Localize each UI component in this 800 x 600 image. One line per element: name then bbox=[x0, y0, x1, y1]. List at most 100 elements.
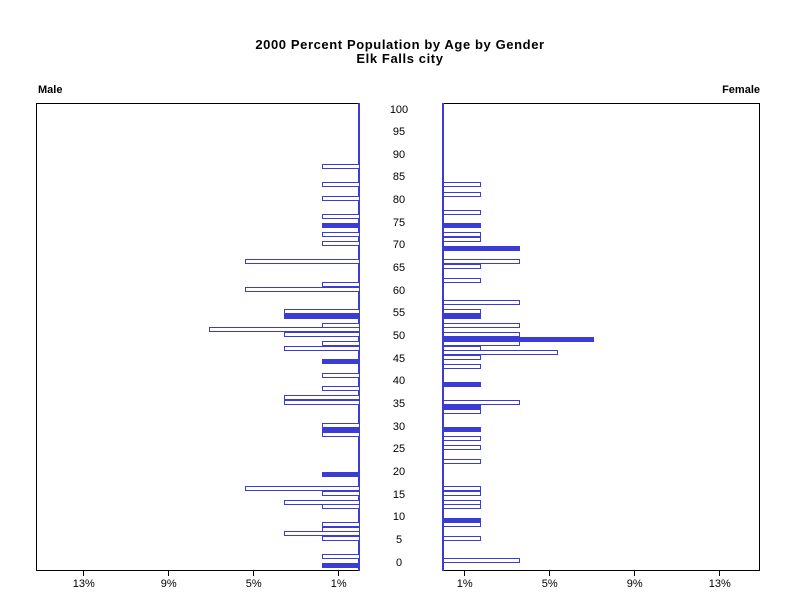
male-percent-tick bbox=[168, 570, 170, 576]
female-axis-label: Female bbox=[722, 84, 760, 96]
bar-male-age-55 bbox=[283, 313, 360, 319]
bar-male-age-52 bbox=[209, 327, 360, 333]
bar-female-age-35 bbox=[443, 404, 482, 410]
bar-female-age-63 bbox=[443, 277, 482, 283]
bar-female-age-14 bbox=[443, 499, 482, 505]
male-percent-tick-label: 1% bbox=[330, 578, 347, 590]
age-tick-label: 60 bbox=[392, 284, 406, 297]
male-age-axis-line bbox=[358, 103, 360, 571]
chart-title: 2000 Percent Population by Age by Gender bbox=[255, 37, 545, 52]
bar-male-age-37 bbox=[283, 395, 360, 401]
bar-female-age-16 bbox=[443, 490, 482, 496]
male-axis-label: Male bbox=[38, 84, 63, 96]
bar-male-age-42 bbox=[321, 372, 360, 378]
bar-female-age-75 bbox=[443, 223, 482, 229]
male-percent-tick-label: 5% bbox=[245, 578, 262, 590]
bar-male-age-56 bbox=[283, 309, 360, 315]
age-tick-label: 45 bbox=[392, 352, 406, 365]
bar-female-age-53 bbox=[443, 322, 520, 328]
female-percent-tick bbox=[634, 570, 636, 576]
bar-female-age-1 bbox=[443, 558, 520, 564]
bar-male-age-53 bbox=[321, 322, 360, 328]
bar-male-age-51 bbox=[283, 331, 360, 337]
chart-subtitle: Elk Falls city bbox=[356, 51, 444, 66]
bar-female-age-34 bbox=[443, 408, 482, 414]
bar-male-age-31 bbox=[321, 422, 360, 428]
bar-female-age-26 bbox=[443, 445, 482, 451]
bar-male-age-2 bbox=[321, 553, 360, 559]
bar-male-age-7 bbox=[283, 531, 360, 537]
age-tick-label: 5 bbox=[395, 533, 403, 546]
bar-male-age-29 bbox=[321, 431, 360, 437]
bar-male-age-77 bbox=[321, 214, 360, 220]
age-tick-label: 90 bbox=[392, 148, 406, 161]
bar-male-age-48 bbox=[283, 345, 360, 351]
bar-female-age-46 bbox=[443, 354, 482, 360]
bar-female-age-36 bbox=[443, 399, 520, 405]
female-percent-tick bbox=[719, 570, 721, 576]
age-tick-label: 65 bbox=[392, 262, 406, 275]
bar-male-age-81 bbox=[321, 196, 360, 202]
bar-male-age-6 bbox=[321, 535, 360, 541]
bar-male-age-84 bbox=[321, 182, 360, 188]
bar-female-age-47 bbox=[443, 350, 558, 356]
age-tick-label: 0 bbox=[395, 556, 403, 569]
bar-female-age-10 bbox=[443, 517, 482, 523]
bar-male-age-13 bbox=[321, 504, 360, 510]
bar-male-age-75 bbox=[321, 223, 360, 229]
bar-male-age-30 bbox=[321, 427, 360, 433]
female-percent-tick bbox=[549, 570, 551, 576]
bar-female-age-73 bbox=[443, 232, 482, 238]
bar-male-age-49 bbox=[321, 341, 360, 347]
female-percent-tick-label: 5% bbox=[541, 578, 558, 590]
male-percent-tick-label: 9% bbox=[160, 578, 177, 590]
bar-female-age-55 bbox=[443, 313, 482, 319]
bar-male-age-8 bbox=[321, 526, 360, 532]
bar-female-age-50 bbox=[443, 336, 594, 342]
age-tick-label: 75 bbox=[392, 216, 406, 229]
bar-male-age-71 bbox=[321, 241, 360, 247]
bar-female-age-28 bbox=[443, 436, 482, 442]
bar-female-age-13 bbox=[443, 504, 482, 510]
age-tick-label: 85 bbox=[392, 171, 406, 184]
bar-female-age-72 bbox=[443, 236, 482, 242]
age-tick-label: 80 bbox=[392, 194, 406, 207]
female-percent-tick-label: 13% bbox=[708, 578, 731, 590]
female-percent-tick-label: 1% bbox=[456, 578, 473, 590]
bar-female-age-6 bbox=[443, 535, 482, 541]
bar-male-age-20 bbox=[321, 472, 360, 478]
bar-male-age-88 bbox=[321, 164, 360, 170]
age-tick-label: 35 bbox=[392, 397, 406, 410]
bar-female-age-40 bbox=[443, 381, 482, 387]
bar-male-age-16 bbox=[321, 490, 360, 496]
bar-male-age-45 bbox=[321, 359, 360, 365]
bar-male-age-39 bbox=[321, 386, 360, 392]
bar-male-age-14 bbox=[283, 499, 360, 505]
bar-female-age-82 bbox=[443, 191, 482, 197]
bar-female-age-49 bbox=[443, 341, 520, 347]
bar-male-age-67 bbox=[245, 259, 360, 265]
female-percent-tick bbox=[464, 570, 466, 576]
age-tick-label: 100 bbox=[389, 103, 409, 116]
male-percent-tick-label: 13% bbox=[72, 578, 95, 590]
bar-female-age-66 bbox=[443, 264, 482, 270]
bar-male-age-61 bbox=[245, 286, 360, 292]
age-tick-label: 20 bbox=[392, 465, 406, 478]
bar-male-age-62 bbox=[321, 282, 360, 288]
bar-female-age-84 bbox=[443, 182, 482, 188]
age-tick-label: 25 bbox=[392, 443, 406, 456]
age-tick-label: 40 bbox=[392, 375, 406, 388]
bar-female-age-9 bbox=[443, 522, 482, 528]
male-panel bbox=[36, 103, 360, 571]
bar-female-age-48 bbox=[443, 345, 482, 351]
bar-female-age-17 bbox=[443, 485, 482, 491]
age-tick-label: 30 bbox=[392, 420, 406, 433]
age-tick-label: 15 bbox=[392, 488, 406, 501]
bar-female-age-30 bbox=[443, 427, 482, 433]
bar-male-age-9 bbox=[321, 522, 360, 528]
male-percent-tick bbox=[83, 570, 85, 576]
male-percent-tick bbox=[253, 570, 255, 576]
age-tick-label: 55 bbox=[392, 307, 406, 320]
bar-female-age-51 bbox=[443, 331, 520, 337]
